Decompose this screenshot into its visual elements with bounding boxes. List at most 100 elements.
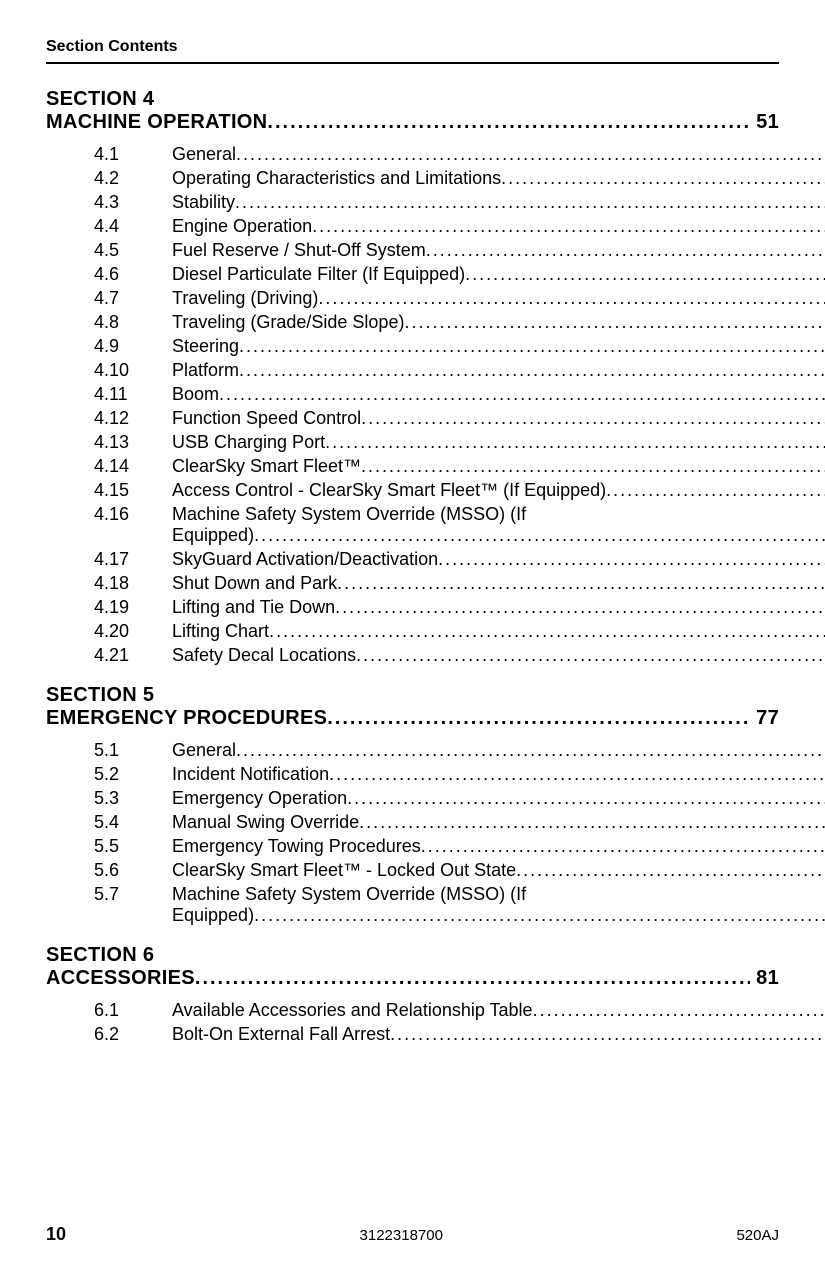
leader-dots [254, 905, 825, 926]
leader-dots [236, 740, 825, 761]
toc-entry-title-line: SkyGuard Activation/Deactivation64 [172, 549, 825, 570]
toc-entry-title: ClearSky Smart Fleet™ [172, 456, 361, 477]
toc-entry-title: Diesel Particulate Filter (If Equipped) [172, 264, 465, 285]
toc-entry-title: SkyGuard Activation/Deactivation [172, 549, 438, 570]
toc-entry-number: 4.16 [94, 504, 172, 525]
toc-entry-title-wrap: Traveling (Grade/Side Slope)58 [172, 312, 825, 333]
toc-entry-title-line: Operating Characteristics and Limitation… [172, 168, 825, 189]
toc-entry: 4.21Safety Decal Locations68 [46, 645, 779, 666]
toc-entry-number: 5.4 [94, 812, 172, 833]
leader-dots [195, 967, 750, 990]
toc-entry-title-line: Lifting Chart68 [172, 621, 825, 642]
leader-dots [516, 860, 825, 881]
toc-entry-number: 6.2 [94, 1024, 172, 1045]
toc-entry: 5.5Emergency Towing Procedures78 [46, 836, 779, 857]
toc-entry: 4.12Function Speed Control62 [46, 408, 779, 429]
leader-dots [465, 264, 825, 285]
section-page: 81 [750, 967, 779, 990]
toc-entry-title-wrap: Machine Safety System Override (MSSO) (I… [172, 884, 825, 926]
section-title-row: ACCESSORIES 81 [46, 967, 779, 990]
toc-entry: 4.9Steering59 [46, 336, 779, 357]
section-number-line: SECTION 6 [46, 944, 779, 967]
leader-dots [239, 336, 825, 357]
toc-entry-title: Manual Swing Override [172, 812, 359, 833]
toc-entry-number: 4.12 [94, 408, 172, 429]
section-number-line: SECTION 4 [46, 88, 779, 111]
toc-entry-number: 4.19 [94, 597, 172, 618]
toc-entry-title: Stability [172, 192, 235, 213]
toc-entry-title-wrap: Boom61 [172, 384, 825, 405]
toc-entry-number: 5.6 [94, 860, 172, 881]
leader-dots [361, 456, 825, 477]
toc-entry-title-line1: Machine Safety System Override (MSSO) (I… [172, 884, 825, 905]
toc-entry-title-wrap: Shut Down and Park66 [172, 573, 825, 594]
toc-entry-title-wrap: Emergency Operation77 [172, 788, 825, 809]
toc-entry-title-line: Access Control - ClearSky Smart Fleet™ (… [172, 480, 825, 501]
toc-entry-title-wrap: ClearSky Smart Fleet™63 [172, 456, 825, 477]
toc-entry: 5.2Incident Notification77 [46, 764, 779, 785]
toc-entry: 4.3Stability52 [46, 192, 779, 213]
toc-entry-title: Engine Operation [172, 216, 312, 237]
toc-entry: 5.3Emergency Operation77 [46, 788, 779, 809]
toc-entry-title-line: Emergency Operation77 [172, 788, 825, 809]
leader-dots [426, 240, 825, 261]
toc-entry-title-wrap: Incident Notification77 [172, 764, 825, 785]
toc-entry-title-line: Platform60 [172, 360, 825, 381]
leader-dots [606, 480, 825, 501]
leader-dots [438, 549, 825, 570]
toc-entry-title-wrap: Access Control - ClearSky Smart Fleet™ (… [172, 480, 825, 501]
toc-entry-title-line: Emergency Towing Procedures78 [172, 836, 825, 857]
toc-entry: 4.4Engine Operation53 [46, 216, 779, 237]
toc-entry-number: 4.3 [94, 192, 172, 213]
toc-entry-title-line: Shut Down and Park66 [172, 573, 825, 594]
leader-dots [267, 111, 750, 134]
toc-entry-title: Function Speed Control [172, 408, 361, 429]
toc-entry-title-wrap: Machine Safety System Override (MSSO) (I… [172, 504, 825, 546]
toc-entry-title: Platform [172, 360, 239, 381]
toc-entry: 4.19Lifting and Tie Down66 [46, 597, 779, 618]
section-title-row: MACHINE OPERATION 51 [46, 111, 779, 134]
toc-entry: 4.7Traveling (Driving)57 [46, 288, 779, 309]
leader-dots [318, 288, 825, 309]
toc-entry-title-line: Safety Decal Locations68 [172, 645, 825, 666]
toc-entry-number: 5.3 [94, 788, 172, 809]
toc-entry-title: Equipped) [172, 905, 254, 926]
toc-entry-title-line: General51 [172, 144, 825, 165]
toc-entry-title: Equipped) [172, 525, 254, 546]
page-header: Section Contents [46, 38, 779, 64]
toc-entry-title-wrap: Diesel Particulate Filter (If Equipped)5… [172, 264, 825, 285]
toc-entry: 4.18Shut Down and Park66 [46, 573, 779, 594]
toc-entry-title-line: Manual Swing Override78 [172, 812, 825, 833]
toc-entry-title-line: Engine Operation53 [172, 216, 825, 237]
toc-entry-title-line2: Equipped)80 [172, 905, 825, 926]
toc-entry-title: Lifting Chart [172, 621, 269, 642]
toc-entry: 4.5Fuel Reserve / Shut-Off System56 [46, 240, 779, 261]
toc-container: SECTION 4MACHINE OPERATION 51 4.1General5… [46, 88, 779, 1045]
leader-dots [236, 144, 825, 165]
toc-section: SECTION 5EMERGENCY PROCEDURES 775.1Gener… [46, 684, 779, 926]
leader-dots [329, 764, 825, 785]
toc-entry-number: 4.15 [94, 480, 172, 501]
section-title-row: EMERGENCY PROCEDURES 77 [46, 707, 779, 730]
toc-entry-title-wrap: USB Charging Port62 [172, 432, 825, 453]
footer-model: 520AJ [736, 1227, 779, 1244]
toc-entry-number: 4.5 [94, 240, 172, 261]
toc-entry: 4.15Access Control - ClearSky Smart Flee… [46, 480, 779, 501]
toc-entry-title-line: Bolt-On External Fall Arrest83 [172, 1024, 825, 1045]
toc-entry-number: 4.21 [94, 645, 172, 666]
leader-dots [325, 432, 825, 453]
leader-dots [327, 707, 750, 730]
toc-entry-number: 4.13 [94, 432, 172, 453]
leader-dots [421, 836, 825, 857]
toc-entry-title-line: Lifting and Tie Down66 [172, 597, 825, 618]
toc-entry-title-wrap: Operating Characteristics and Limitation… [172, 168, 825, 189]
toc-entry-title-line: Steering59 [172, 336, 825, 357]
toc-entry-title-line: General77 [172, 740, 825, 761]
toc-entry-title: Steering [172, 336, 239, 357]
section-number-line: SECTION 5 [46, 684, 779, 707]
leader-dots [356, 645, 825, 666]
page-footer: 10 3122318700 520AJ [46, 1224, 779, 1245]
toc-entry: 4.1General51 [46, 144, 779, 165]
toc-entry-title: Fuel Reserve / Shut-Off System [172, 240, 426, 261]
toc-entry: 6.1Available Accessories and Relationshi… [46, 1000, 779, 1021]
